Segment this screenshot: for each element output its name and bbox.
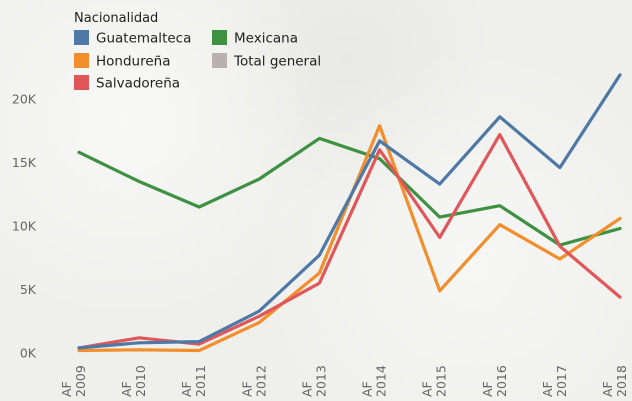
- series-line-salvadorena[interactable]: [77, 133, 622, 350]
- x-tick-year: 2014: [374, 365, 389, 397]
- legend-swatch: [74, 53, 89, 68]
- legend-item-salvadorena[interactable]: Salvadoreña: [74, 75, 180, 92]
- y-tick-label: 10K: [12, 219, 37, 234]
- x-tick-prefix: AF: [119, 381, 134, 397]
- x-tick-label: AF 2013: [299, 365, 328, 397]
- x-tick-year: 2013: [313, 365, 328, 397]
- y-tick-label: 20K: [12, 92, 37, 107]
- x-tick-prefix: AF: [360, 381, 375, 397]
- x-tick-year: 2009: [73, 365, 88, 397]
- x-tick-year: 2016: [494, 365, 509, 397]
- x-tick-year: 2018: [614, 365, 629, 397]
- x-tick-year: 2010: [133, 365, 148, 397]
- x-tick-label: AF 2015: [420, 365, 449, 397]
- x-tick-label: AF 2009: [59, 365, 88, 397]
- y-axis: 0K 5K 10K 15K 20K: [12, 92, 37, 361]
- x-tick-label: AF 2011: [179, 365, 208, 397]
- x-tick-prefix: AF: [600, 381, 615, 397]
- legend-item-guatemalteca[interactable]: Guatemalteca: [74, 30, 191, 47]
- x-tick-year: 2017: [554, 365, 569, 397]
- x-tick-label: AF 2010: [119, 365, 148, 397]
- series-lines: [77, 73, 622, 353]
- x-tick-year: 2015: [434, 365, 449, 397]
- x-tick-label: AF 2014: [360, 365, 389, 397]
- legend-item-hondurena[interactable]: Hondureña: [74, 53, 170, 70]
- legend-swatch: [212, 53, 227, 68]
- legend: Nacionalidad Guatemalteca Hondureña Salvad…: [74, 11, 321, 92]
- x-tick-prefix: AF: [239, 381, 254, 397]
- x-tick-prefix: AF: [179, 381, 194, 397]
- y-tick-label: 5K: [20, 282, 37, 297]
- x-tick-label: AF 2018: [600, 365, 629, 397]
- legend-label: Hondureña: [96, 54, 170, 70]
- x-tick-year: 2012: [253, 365, 268, 397]
- legend-label: Total general: [233, 54, 321, 70]
- x-tick-label: AF 2017: [540, 365, 569, 397]
- series-line-hondurena[interactable]: [77, 124, 622, 353]
- legend-swatch: [74, 30, 89, 45]
- y-tick-label: 15K: [12, 155, 37, 170]
- series-line-mexicana[interactable]: [77, 136, 622, 247]
- legend-item-mexicana[interactable]: Mexicana: [212, 30, 298, 47]
- legend-title: Nacionalidad: [74, 11, 158, 26]
- legend-label: Guatemalteca: [96, 31, 191, 47]
- legend-swatch: [74, 75, 89, 90]
- x-tick-label: AF 2016: [480, 365, 509, 397]
- x-tick-prefix: AF: [299, 381, 314, 397]
- x-tick-prefix: AF: [540, 381, 555, 397]
- x-tick-prefix: AF: [59, 381, 74, 397]
- x-tick-label: AF 2012: [239, 365, 268, 397]
- series-line-guatemalteca[interactable]: [77, 73, 622, 350]
- legend-item-total-general[interactable]: Total general: [212, 53, 321, 70]
- legend-label: Mexicana: [234, 31, 298, 47]
- legend-swatch: [212, 30, 227, 45]
- legend-label: Salvadoreña: [96, 76, 180, 92]
- y-tick-label: 0K: [20, 346, 37, 361]
- x-tick-prefix: AF: [420, 381, 435, 397]
- x-axis: AF 2009 AF 2010 AF 2011 AF 2012 AF 2013 AF 2014 AF 20…: [59, 365, 629, 397]
- x-tick-year: 2011: [193, 365, 208, 397]
- x-tick-prefix: AF: [480, 381, 495, 397]
